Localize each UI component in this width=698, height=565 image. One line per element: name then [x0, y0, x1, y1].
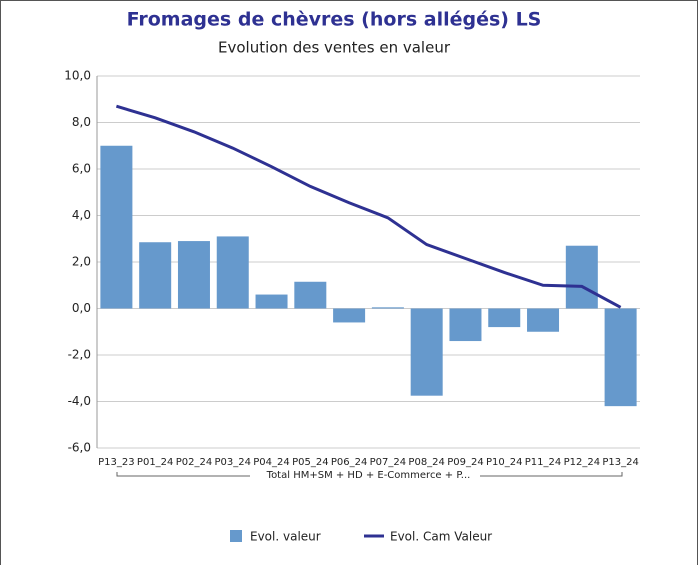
bar — [177, 241, 210, 309]
y-tick-label: 8,0 — [72, 115, 91, 129]
bar — [100, 145, 133, 309]
bar — [410, 308, 443, 396]
bar — [449, 308, 482, 342]
x-tick-label: P03_24 — [215, 457, 251, 468]
y-tick-label: -6,0 — [68, 441, 91, 455]
bar — [565, 245, 598, 309]
bar — [294, 281, 327, 309]
x-tick-label: P10_24 — [486, 457, 522, 468]
x-tick-label: P06_24 — [331, 457, 367, 468]
y-tick-label: 4,0 — [72, 208, 91, 222]
bar — [333, 308, 366, 323]
y-tick-label: 2,0 — [72, 255, 91, 269]
group-label: Total HM+SM + HD + E-Commerce + P... — [266, 470, 471, 481]
y-tick-label: -2,0 — [68, 348, 91, 362]
x-tick-label: P04_24 — [253, 457, 289, 468]
legend-label: Evol. Cam Valeur — [390, 530, 492, 544]
y-tick-label: -4,0 — [68, 394, 91, 408]
bar — [488, 308, 521, 328]
x-tick-label: P13_23 — [98, 457, 134, 468]
legend-swatch — [230, 530, 242, 542]
bar — [139, 242, 172, 309]
group-label-bg — [250, 468, 480, 482]
bar — [216, 236, 249, 309]
x-tick-label: P01_24 — [137, 457, 173, 468]
bar — [604, 308, 637, 407]
x-tick-label: P05_24 — [292, 457, 328, 468]
x-tick-label: P11_24 — [525, 457, 561, 468]
x-tick-label: P02_24 — [176, 457, 212, 468]
x-tick-label: P13_24 — [602, 457, 638, 468]
x-tick-label: P07_24 — [370, 457, 406, 468]
chart-title: Fromages de chèvres (hors allégés) LS — [127, 9, 542, 31]
line — [115, 104, 622, 309]
x-tick-label: P12_24 — [564, 457, 600, 468]
y-tick-label: 10,0 — [64, 69, 91, 83]
bar — [371, 307, 404, 309]
legend-label: Evol. valeur — [250, 530, 321, 544]
bar — [255, 294, 288, 309]
x-tick-label: P09_24 — [447, 457, 483, 468]
x-tick-label: P08_24 — [408, 457, 444, 468]
y-tick-label: 0,0 — [72, 301, 91, 315]
chart-subtitle: Evolution des ventes en valeur — [218, 39, 451, 57]
y-tick-label: 6,0 — [72, 162, 91, 176]
bar — [527, 308, 560, 332]
